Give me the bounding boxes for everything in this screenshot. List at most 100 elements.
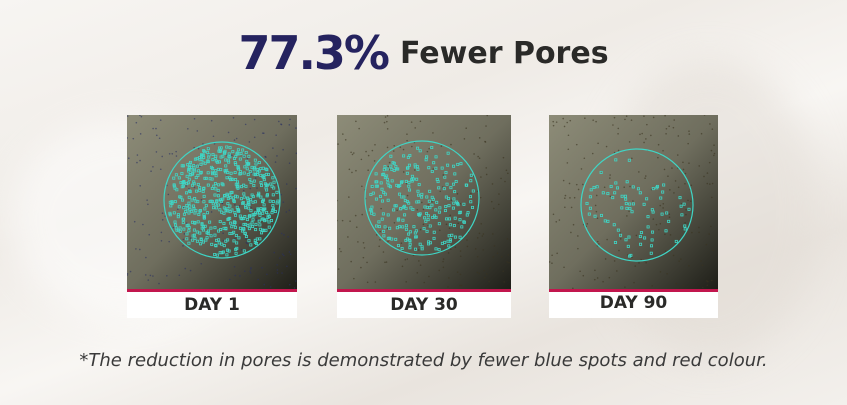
detected-spot	[225, 145, 229, 149]
skin-pore	[280, 123, 282, 125]
skin-scan-image	[549, 115, 718, 289]
detected-spot	[199, 242, 203, 246]
skin-pore	[450, 143, 452, 146]
skin-pore	[666, 272, 668, 275]
skin-pore	[582, 274, 585, 277]
detected-spot	[232, 200, 236, 204]
skin-pore	[155, 134, 158, 137]
skin-pore	[480, 222, 483, 225]
skin-pore	[148, 233, 151, 236]
skin-pore	[193, 186, 196, 189]
detected-spot	[599, 170, 603, 174]
skin-pore	[152, 275, 154, 277]
skin-pore	[688, 133, 691, 135]
skin-pore	[139, 184, 142, 187]
skin-pore	[386, 128, 389, 130]
skin-pore	[657, 156, 659, 159]
skin-pore	[275, 134, 277, 136]
detected-spot	[195, 239, 199, 243]
detected-spot	[655, 186, 659, 190]
skin-pore	[624, 286, 626, 288]
skin-pore	[352, 152, 355, 154]
detected-spot	[198, 231, 202, 235]
skin-pore	[139, 248, 141, 251]
detected-spot	[217, 238, 221, 242]
detected-spot	[198, 189, 202, 193]
detected-spot	[374, 197, 378, 201]
skin-pore	[603, 186, 606, 189]
divider	[337, 289, 511, 292]
detected-spot	[414, 247, 418, 251]
detected-spot	[259, 173, 263, 177]
detected-spot	[616, 186, 620, 190]
detected-spot	[452, 224, 456, 228]
skin-pore	[484, 140, 486, 143]
detected-spot	[248, 223, 252, 227]
skin-pore	[419, 264, 422, 267]
skin-pore	[232, 116, 235, 119]
detected-spot	[416, 146, 420, 150]
detected-spot	[396, 218, 400, 222]
skin-pore	[691, 231, 693, 234]
skin-pore	[474, 248, 477, 250]
skin-pore	[498, 193, 500, 195]
detected-spot	[402, 195, 406, 199]
detected-spot	[181, 198, 185, 202]
detected-spot	[372, 212, 376, 216]
detected-spot	[624, 197, 628, 201]
detected-spot	[455, 200, 459, 204]
skin-pore	[645, 261, 647, 264]
detected-spot	[191, 234, 195, 238]
detected-spot	[221, 154, 225, 158]
detected-spot	[214, 174, 218, 178]
skin-pore	[597, 142, 599, 145]
skin-pore	[231, 154, 233, 157]
detected-spot	[401, 218, 405, 222]
skin-pore	[289, 118, 291, 121]
footnote: *The reduction in pores is demonstrated …	[79, 350, 768, 371]
detected-spot	[424, 158, 428, 162]
detected-spot	[202, 213, 206, 217]
skin-pore	[447, 286, 449, 288]
skin-pore	[583, 157, 586, 160]
detected-spot	[257, 161, 261, 165]
detected-spot	[205, 211, 209, 215]
detected-spot	[262, 176, 266, 180]
detected-spot	[223, 149, 227, 153]
skin-pore	[200, 262, 203, 265]
detected-spot	[422, 227, 426, 231]
detected-spot	[201, 228, 205, 232]
detected-spot	[444, 195, 448, 199]
detected-spot	[443, 209, 447, 213]
skin-pore	[133, 220, 136, 223]
skin-pore	[293, 287, 296, 289]
detected-spot	[188, 190, 192, 194]
skin-pore	[185, 185, 187, 187]
skin-pore	[404, 258, 407, 261]
skin-pore	[659, 204, 662, 207]
detected-spot	[249, 198, 253, 202]
detected-spot	[222, 206, 226, 210]
skin-pore	[254, 208, 257, 211]
detected-spot	[406, 166, 410, 170]
skin-pore	[365, 150, 367, 153]
detected-spot	[172, 176, 176, 180]
skin-pore	[363, 247, 366, 249]
detected-spot	[411, 177, 415, 181]
skin-pore	[448, 277, 450, 279]
skin-pore	[568, 182, 571, 185]
detected-spot	[176, 213, 180, 217]
detected-spot	[172, 211, 176, 215]
detected-spot	[446, 163, 450, 167]
detected-spot	[269, 182, 273, 186]
detected-spot	[224, 209, 228, 213]
detected-spot	[447, 244, 451, 248]
skin-pore	[594, 204, 597, 207]
skin-pore	[288, 162, 291, 165]
skin-pore	[159, 119, 162, 121]
detected-spot	[631, 185, 635, 189]
detected-spot	[249, 243, 253, 247]
detected-spot	[427, 199, 431, 203]
skin-pore	[189, 237, 192, 239]
skin-pore	[668, 213, 671, 216]
